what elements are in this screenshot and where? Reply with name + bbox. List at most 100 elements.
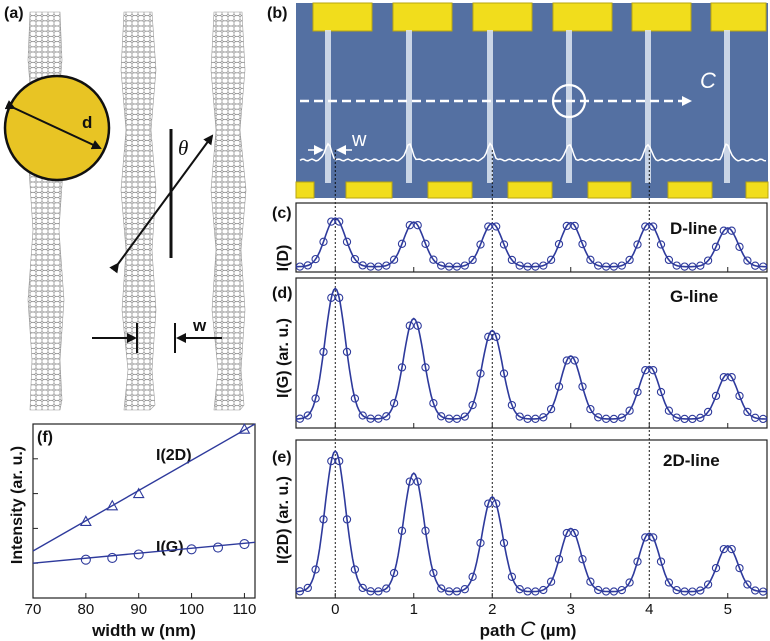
panel-c-data-point [342, 237, 352, 246]
panel-d-data-point [484, 332, 493, 341]
panel-d-data-point [492, 332, 501, 341]
gold-pad-top-4 [631, 2, 692, 32]
panel-e-data-point [688, 587, 697, 596]
panel-e-data-point [649, 533, 658, 542]
path-axis-tick-label-3: 3 [567, 601, 575, 618]
panel-e-data-point [303, 583, 312, 593]
panel-e-data-point [656, 557, 666, 566]
panel-c-data-point [570, 221, 579, 231]
panel-d-data-point [405, 321, 414, 330]
panel-d-data-point [656, 387, 666, 397]
panel-c-data-point [421, 239, 430, 248]
panel-c-data-point [719, 226, 728, 235]
panel-e-data-point [672, 585, 681, 595]
diameter-label: d [82, 113, 92, 132]
panel-c-data-point [499, 240, 509, 249]
panel-d-data-point [295, 414, 305, 423]
panel-d-data-point [389, 399, 399, 408]
panel-d-data-point [727, 373, 736, 382]
panel-f-fit-0 [32, 423, 256, 552]
panel-f-tick-label-110: 110 [232, 601, 256, 618]
panel-d-data-point [554, 382, 564, 391]
panel-f-tick-label-80: 80 [78, 601, 95, 618]
ribbon-image-0 [325, 30, 331, 183]
panel-e-data-point [397, 526, 407, 535]
panel-c-data-point [413, 221, 422, 230]
panel-e-data-point [389, 568, 399, 578]
theta-label: θ [178, 136, 188, 160]
graphene-ribbon-1 [27, 11, 65, 411]
panel-e-frame [295, 439, 768, 599]
panel-e-data-point [421, 526, 430, 535]
panel-c-data-point [656, 240, 666, 249]
ribbon-image-3 [566, 30, 572, 183]
panel-e-data-point [617, 585, 626, 595]
panel-c-data-point [515, 261, 524, 270]
panel-e-data-point [515, 585, 524, 594]
panel-d-data-point [688, 414, 697, 424]
panel-e-curve [295, 449, 768, 593]
panel-f-ylabel: Intensity (ar. u.) [9, 446, 26, 564]
panel-e-data-point [295, 587, 305, 596]
panel-c-data-point [327, 217, 336, 226]
panel-d-data-point [468, 400, 477, 410]
path-axis-tick-label-0: 0 [331, 601, 339, 618]
panel-c-data-point [633, 240, 642, 249]
panel-e-data-point [335, 456, 344, 466]
panel-d-data-point [617, 413, 626, 422]
panel-e-data-point [719, 544, 728, 554]
panel-d-tag: (d) [272, 285, 292, 302]
ribbon-image-1 [406, 30, 412, 183]
path-axis-xlabel: path C (µm) [480, 618, 577, 641]
panel-d-data-point [641, 366, 650, 375]
panel-c-data-point [539, 261, 548, 270]
panel-e-data-point [594, 585, 603, 595]
panel-f-point-2d [238, 423, 251, 434]
path-axis-tick-label-2: 2 [488, 601, 496, 618]
gold-pad-top-0 [312, 2, 373, 32]
panel-e-data-point [735, 563, 744, 573]
panel-d-data-point [751, 413, 760, 422]
gold-pad-bottom-3 [507, 181, 553, 199]
panel-f-tag: (f) [37, 429, 53, 446]
gold-pad-bottom-2 [427, 181, 473, 199]
panel-c-data-point [711, 242, 721, 251]
gold-pad-bottom-5 [667, 181, 713, 199]
panel-e-data-point [492, 499, 501, 508]
panel-e-data-point [484, 499, 493, 508]
panel-c-data-point [546, 255, 556, 264]
panel-d-ylabel: I(G) (ar. u.) [275, 318, 292, 398]
gold-pad-bottom-4 [587, 181, 632, 199]
path-axis-tick-label-4: 4 [645, 601, 653, 618]
panel-e-data-point [696, 586, 705, 595]
ribbon-image-4 [645, 30, 651, 183]
panel-d-data-point [460, 412, 469, 421]
panel-d-data-point [476, 369, 485, 378]
panel-d-data-point [397, 363, 407, 372]
panel-d-data-point [625, 406, 634, 415]
panel-d-data-point [664, 406, 674, 415]
panel-e-data-point [342, 515, 352, 524]
panel-e-data-point [311, 565, 320, 574]
panel-d-data-point [570, 356, 579, 365]
panel-d-data-point [421, 363, 430, 372]
panel-d-data-point [601, 414, 611, 423]
panel-c-data-point [672, 261, 681, 270]
panel-d-data-point [578, 382, 587, 391]
panel-e-data-point [405, 477, 414, 486]
panel-f-xlabel: width w (nm) [91, 621, 196, 640]
panel-c-data-point [531, 262, 540, 271]
panel-d-data-point [413, 321, 422, 330]
panel-e-data-point [429, 568, 438, 578]
panel-c-data-point [562, 221, 571, 231]
panel-b: (b) C w [267, 2, 769, 199]
panel-f-point-2d [132, 487, 145, 499]
panel-d-data-point [719, 373, 728, 382]
panel-c-data-point [586, 255, 595, 264]
height-profile [299, 142, 767, 162]
panel-e-data-point [539, 585, 548, 595]
path-axis-tick-label-1: 1 [410, 601, 418, 618]
panel-d-data-point [758, 414, 768, 424]
panel-d-data-point [546, 404, 556, 414]
panel-c-tag: (c) [272, 205, 292, 222]
